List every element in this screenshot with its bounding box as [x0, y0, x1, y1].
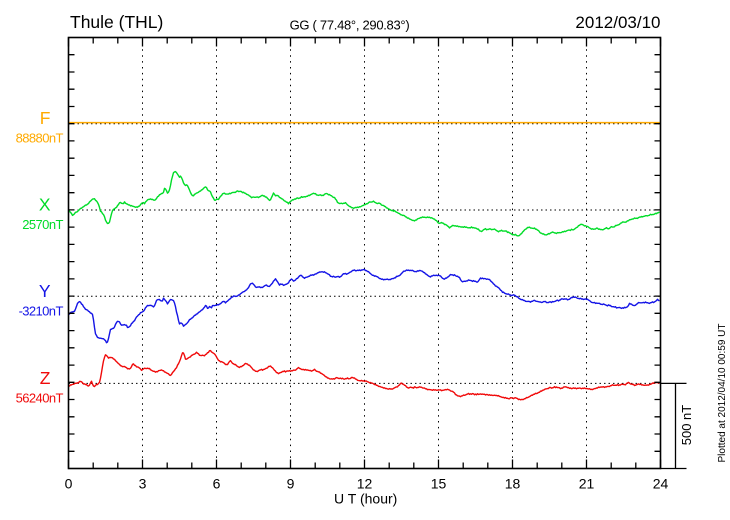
- svg-text:GG ( 77.48°, 290.83°): GG ( 77.48°, 290.83°): [290, 17, 410, 32]
- svg-text:24: 24: [653, 475, 669, 491]
- svg-text:Z: Z: [40, 368, 51, 388]
- svg-text:Thule (THL): Thule (THL): [70, 12, 163, 32]
- svg-text:56240nT: 56240nT: [16, 391, 64, 406]
- svg-text:21: 21: [579, 475, 595, 491]
- svg-text:500 nT: 500 nT: [679, 405, 694, 446]
- svg-text:6: 6: [213, 475, 221, 491]
- svg-text:U T (hour): U T (hour): [334, 491, 397, 507]
- svg-text:3: 3: [139, 475, 147, 491]
- svg-text:Y: Y: [39, 281, 51, 301]
- svg-text:2012/03/10: 2012/03/10: [575, 13, 660, 32]
- svg-text:F: F: [40, 108, 51, 128]
- svg-text:-3210nT: -3210nT: [19, 304, 64, 319]
- svg-text:12: 12: [357, 475, 373, 491]
- svg-text:2570nT: 2570nT: [22, 217, 63, 232]
- svg-text:0: 0: [65, 475, 73, 491]
- svg-text:9: 9: [287, 475, 295, 491]
- svg-text:Plotted at 2012/04/10 00:59 UT: Plotted at 2012/04/10 00:59 UT: [717, 324, 728, 463]
- svg-text:18: 18: [505, 475, 521, 491]
- svg-text:88880nT: 88880nT: [16, 131, 64, 146]
- svg-text:X: X: [39, 195, 51, 215]
- svg-text:15: 15: [431, 475, 447, 491]
